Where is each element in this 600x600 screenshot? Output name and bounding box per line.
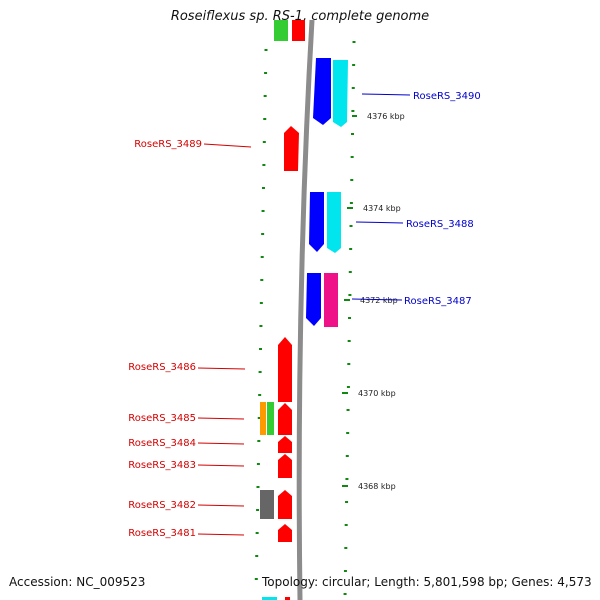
label-roseRS-3487[interactable]: RoseRS_3487 xyxy=(351,296,472,307)
gene-roseRS-3481[interactable] xyxy=(278,524,292,542)
scale-label: 4374 kbp xyxy=(363,204,401,213)
label-roseRS-3482[interactable]: RoseRS_3482 xyxy=(128,500,245,511)
outer-dotted-ring xyxy=(343,41,356,595)
gene-roseRS-3483[interactable] xyxy=(278,454,292,478)
scale-4368: 4368 kbp xyxy=(342,482,396,491)
gene-roseRS-3486[interactable] xyxy=(278,337,292,402)
gene-green-top[interactable] xyxy=(274,20,288,41)
gene-roseRS-3484[interactable] xyxy=(278,436,292,453)
scale-label: 4368 kbp xyxy=(358,482,396,491)
svg-text:RoseRS_3489: RoseRS_3489 xyxy=(134,139,202,150)
svg-text:RoseRS_3488: RoseRS_3488 xyxy=(406,219,474,230)
gene-roseRS-3490-a[interactable] xyxy=(313,58,331,125)
label-roseRS-3488[interactable]: RoseRS_3488 xyxy=(355,219,474,230)
scale-4372: 4372 kbp xyxy=(344,296,398,305)
label-roseRS-3489[interactable]: RoseRS_3489 xyxy=(134,139,252,150)
genome-backbone xyxy=(296,19,315,600)
label-roseRS-3481[interactable]: RoseRS_3481 xyxy=(128,528,245,539)
svg-text:RoseRS_3487: RoseRS_3487 xyxy=(404,296,472,307)
gene-roseRS-3487-b[interactable] xyxy=(324,273,338,327)
label-roseRS-3485[interactable]: RoseRS_3485 xyxy=(128,413,245,424)
scale-label: 4372 kbp xyxy=(360,296,398,305)
label-roseRS-3486[interactable]: RoseRS_3486 xyxy=(128,362,246,373)
svg-text:RoseRS_3481: RoseRS_3481 xyxy=(128,528,196,539)
svg-text:RoseRS_3483: RoseRS_3483 xyxy=(128,460,196,471)
gene-cyan-bottom[interactable] xyxy=(262,597,277,600)
inner-dotted-ring xyxy=(254,49,268,580)
accession-text: Accession: NC_009523 xyxy=(9,575,146,589)
gene-red-top[interactable] xyxy=(292,20,305,41)
svg-text:RoseRS_3486: RoseRS_3486 xyxy=(128,362,196,373)
gene-roseRS-3485-orange[interactable] xyxy=(260,402,266,435)
svg-text:RoseRS_3485: RoseRS_3485 xyxy=(128,413,196,424)
scale-label: 4370 kbp xyxy=(358,389,396,398)
gene-roseRS-3487-a[interactable] xyxy=(306,273,321,326)
label-roseRS-3484[interactable]: RoseRS_3484 xyxy=(128,438,245,449)
gene-roseRS-3482[interactable] xyxy=(278,490,292,519)
scale-label: 4376 kbp xyxy=(367,112,405,121)
label-roseRS-3483[interactable]: RoseRS_3483 xyxy=(128,460,245,471)
svg-text:RoseRS_3482: RoseRS_3482 xyxy=(128,500,196,511)
gene-roseRS-3482-gray[interactable] xyxy=(260,490,274,519)
gene-red-bottom[interactable] xyxy=(285,597,290,600)
label-roseRS-3490[interactable]: RoseRS_3490 xyxy=(361,91,481,102)
svg-text:RoseRS_3484: RoseRS_3484 xyxy=(128,438,196,449)
gene-roseRS-3488-a[interactable] xyxy=(309,192,324,252)
topology-text: Topology: circular; Length: 5,801,598 bp… xyxy=(262,575,592,589)
scale-4376: 4376 kbp xyxy=(352,112,405,121)
gene-roseRS-3489[interactable] xyxy=(284,126,299,171)
map-title: Roseiflexus sp. RS-1, complete genome xyxy=(170,9,430,24)
gene-roseRS-3485-green[interactable] xyxy=(267,402,274,435)
scale-4370: 4370 kbp xyxy=(342,389,396,398)
scale-4374: 4374 kbp xyxy=(347,204,401,213)
svg-text:RoseRS_3490: RoseRS_3490 xyxy=(413,91,481,102)
gene-roseRS-3490-b[interactable] xyxy=(333,60,348,127)
gene-roseRS-3488-b[interactable] xyxy=(327,192,341,253)
gene-roseRS-3485[interactable] xyxy=(278,403,292,435)
